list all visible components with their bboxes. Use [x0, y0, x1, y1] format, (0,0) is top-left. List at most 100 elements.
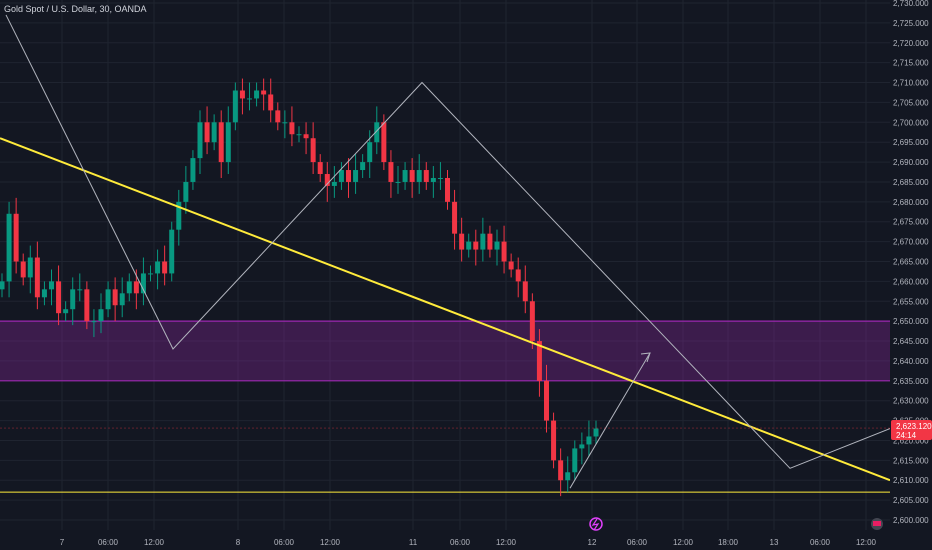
candle[interactable] [452, 201, 458, 234]
candle[interactable] [218, 122, 224, 163]
resistance-zone[interactable] [0, 321, 890, 381]
candle[interactable] [501, 241, 507, 262]
candle[interactable] [275, 110, 281, 123]
candle[interactable] [282, 122, 288, 124]
candle[interactable] [98, 309, 104, 322]
candle[interactable] [395, 181, 401, 183]
candle[interactable] [536, 341, 542, 381]
candle[interactable] [268, 94, 274, 111]
candle[interactable] [317, 162, 323, 175]
candle[interactable] [473, 241, 479, 250]
candle[interactable] [133, 281, 139, 294]
candle[interactable] [374, 122, 380, 143]
candle[interactable] [41, 289, 47, 298]
candle[interactable] [310, 138, 316, 163]
candle[interactable] [20, 261, 26, 278]
candle[interactable] [63, 309, 69, 314]
candle[interactable] [558, 460, 564, 481]
candle[interactable] [487, 233, 493, 250]
candle[interactable] [34, 257, 40, 298]
candle[interactable] [296, 134, 302, 136]
candle[interactable] [289, 122, 295, 135]
candle[interactable] [572, 448, 578, 473]
candle[interactable] [459, 233, 465, 250]
candle[interactable] [169, 229, 175, 274]
projection-zigzag-path[interactable] [5, 14, 891, 469]
candle[interactable] [402, 170, 408, 182]
candle[interactable] [494, 241, 500, 250]
candle[interactable] [77, 289, 83, 291]
candle[interactable] [579, 444, 585, 449]
price-axis[interactable] [890, 0, 932, 550]
candle[interactable] [70, 289, 76, 310]
candle[interactable] [480, 233, 486, 250]
y-tick-label: 2,690.000 [893, 158, 929, 167]
projection-arrow[interactable] [569, 352, 651, 489]
candle[interactable] [225, 122, 231, 163]
candle[interactable] [211, 122, 217, 143]
candle[interactable] [261, 90, 267, 95]
candle[interactable] [148, 273, 153, 275]
candle[interactable] [126, 281, 132, 294]
candle[interactable] [522, 281, 528, 302]
candle[interactable] [254, 90, 260, 99]
candle[interactable] [423, 170, 429, 182]
candle[interactable] [565, 472, 571, 481]
lightning-icon[interactable] [589, 517, 603, 531]
candle[interactable] [324, 174, 330, 186]
candle[interactable] [197, 122, 203, 159]
candle[interactable] [105, 289, 111, 310]
candle[interactable] [445, 177, 450, 202]
candle[interactable] [119, 293, 125, 306]
y-tick-label: 2,670.000 [893, 238, 929, 247]
candle[interactable] [49, 281, 54, 290]
candle[interactable] [508, 261, 514, 270]
candle[interactable] [247, 98, 252, 100]
candle[interactable] [183, 181, 189, 202]
candle[interactable] [544, 380, 549, 421]
candle[interactable] [56, 281, 62, 314]
candle[interactable] [176, 201, 182, 230]
candle[interactable] [84, 289, 90, 322]
candle[interactable] [232, 90, 238, 123]
trendline[interactable] [0, 137, 891, 482]
candle[interactable] [6, 213, 12, 282]
candle[interactable] [466, 241, 472, 250]
candle[interactable] [586, 436, 592, 445]
candle[interactable] [381, 122, 387, 163]
candle[interactable] [360, 162, 366, 171]
candle[interactable] [91, 321, 97, 323]
candle[interactable] [190, 158, 196, 182]
candle[interactable] [367, 142, 373, 163]
candle[interactable] [140, 273, 146, 294]
candle[interactable] [353, 170, 359, 182]
candle[interactable] [338, 170, 344, 182]
x-tick-label: 18:00 [718, 538, 739, 547]
candle[interactable] [112, 289, 118, 306]
y-tick-label: 2,650.000 [893, 317, 929, 326]
candle[interactable] [416, 170, 422, 182]
chart-title: Gold Spot / U.S. Dollar, 30, OANDA [4, 4, 147, 14]
candle[interactable] [204, 122, 210, 143]
candle[interactable] [430, 177, 436, 182]
candle[interactable] [331, 181, 337, 186]
candle[interactable] [239, 90, 245, 99]
time-axis[interactable] [0, 530, 890, 550]
candle[interactable] [388, 162, 394, 182]
candle[interactable] [437, 177, 443, 179]
candle[interactable] [155, 261, 161, 274]
candle[interactable] [162, 261, 168, 274]
candle[interactable] [409, 170, 415, 182]
candle[interactable] [515, 269, 521, 282]
candle[interactable] [593, 428, 599, 437]
candle[interactable] [0, 281, 5, 290]
candle[interactable] [529, 301, 535, 342]
x-tick-label: 12:00 [856, 538, 877, 547]
candle[interactable] [551, 420, 557, 461]
candle[interactable] [13, 213, 19, 262]
candle[interactable] [303, 134, 309, 139]
candle[interactable] [346, 170, 351, 182]
candle[interactable] [27, 257, 33, 278]
